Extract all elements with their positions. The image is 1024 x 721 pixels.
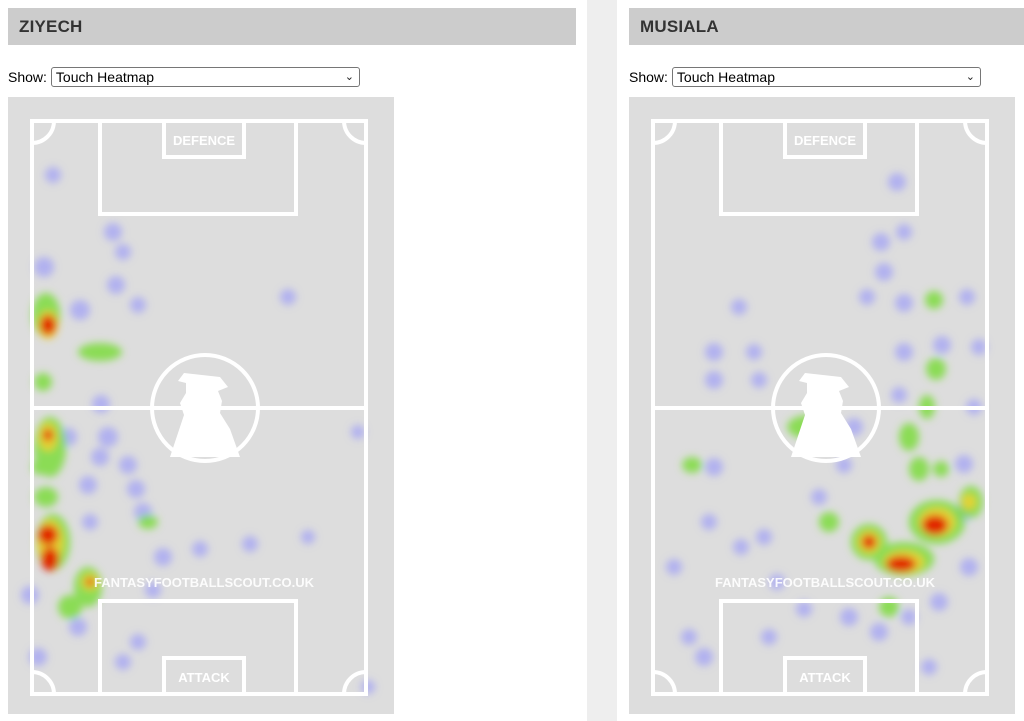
- player-name-header: ZIYECH: [8, 8, 576, 45]
- chevron-down-icon: ⌄: [965, 70, 975, 83]
- show-label: Show:: [629, 68, 668, 85]
- player-name-header: MUSIALA: [629, 8, 1024, 45]
- player-panel-musiala: MUSIALA Show: Touch Heatmap ⌄: [629, 0, 1024, 721]
- player-panel-ziyech: ZIYECH Show: Touch Heatmap ⌄: [8, 0, 576, 721]
- scout-logo: [791, 373, 861, 457]
- heatmap-type-select[interactable]: Touch Heatmap ⌄: [671, 66, 981, 87]
- select-value: Touch Heatmap: [676, 68, 775, 85]
- defence-label: DEFENCE: [173, 133, 235, 148]
- watermark-text: FANTASYFOOTBALLSCOUT.CO.UK: [94, 575, 315, 590]
- defence-label: DEFENCE: [794, 133, 856, 148]
- pitch-svg: DEFENCE ATTACK FANTASYFOOTBALLSCOUT.CO.U…: [651, 119, 989, 696]
- panel-divider: [587, 0, 617, 721]
- watermark-text: FANTASYFOOTBALLSCOUT.CO.UK: [715, 575, 936, 590]
- scout-logo: [170, 373, 240, 457]
- pitch-lines: [651, 119, 989, 696]
- show-row: Show: Touch Heatmap ⌄: [8, 66, 360, 87]
- pitch-heatmap: DEFENCE ATTACK FANTASYFOOTBALLSCOUT.CO.U…: [629, 97, 1015, 714]
- heatmap-type-select[interactable]: Touch Heatmap ⌄: [50, 66, 360, 87]
- pitch-svg: DEFENCE ATTACK FANTASYFOOTBALLSCOUT.CO.U…: [21, 119, 375, 696]
- show-label: Show:: [8, 68, 47, 85]
- pitch-heatmap: DEFENCE ATTACK FANTASYFOOTBALLSCOUT.CO.U…: [8, 97, 394, 714]
- attack-label: ATTACK: [799, 670, 851, 685]
- heat-layer: [21, 167, 375, 694]
- chevron-down-icon: ⌄: [344, 70, 354, 83]
- attack-label: ATTACK: [178, 670, 230, 685]
- select-value: Touch Heatmap: [55, 68, 154, 85]
- show-row: Show: Touch Heatmap ⌄: [629, 66, 981, 87]
